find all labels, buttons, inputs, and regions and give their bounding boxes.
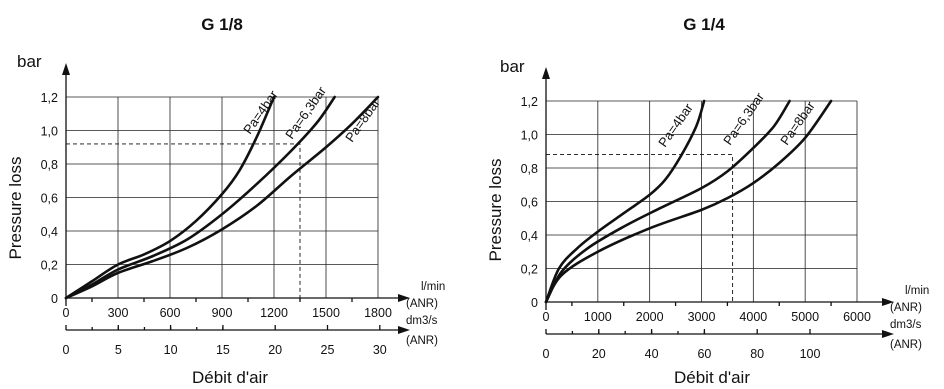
x2-tick-label: 10 — [164, 343, 178, 357]
chart-g18: G 1/800,20,40,60,81,01,20 300 600 900 1200 15… — [6, 15, 445, 387]
series-curve-0 — [64, 95, 276, 300]
y-tick-label: 0,4 — [521, 229, 538, 243]
x-axis-label: Débit d'air — [674, 368, 750, 387]
x-unit-sub-label: (ANR) — [406, 298, 438, 310]
x-tick-label: 3000 — [688, 310, 716, 324]
y-unit-label: bar — [500, 57, 525, 76]
x-tick-label: 900 — [212, 306, 233, 320]
x-axis-arrow — [398, 294, 410, 302]
reference-guide — [546, 154, 734, 302]
y-tick-label: 1,0 — [41, 125, 58, 139]
chart-g14: G 1/400,20,40,60,81,01,20 1000 2000 3000 400… — [486, 15, 929, 387]
y-axis-label: Pressure loss — [6, 157, 25, 260]
y-axis-arrow — [62, 63, 70, 75]
series-label: Pa=8bar — [342, 95, 383, 145]
y-tick-label: 1,2 — [41, 91, 58, 105]
x-axis-label: Débit d'air — [192, 368, 268, 387]
x2-tick-label: 0 — [543, 347, 550, 361]
x2-tick-label: 30 — [373, 343, 387, 357]
series-label: Pa=6,3bar — [720, 89, 767, 148]
x2-unit-sub-label: (ANR) — [890, 339, 922, 351]
series-curve-0 — [544, 99, 706, 304]
y-tick-label: 0 — [531, 296, 538, 310]
x2-tick-label: 40 — [645, 347, 659, 361]
y-tick-label: 1,2 — [521, 95, 538, 109]
x-unit-label: l/min — [905, 285, 929, 297]
x-unit-label: l/min — [421, 281, 445, 293]
series-label: Pa=4bar — [655, 100, 696, 150]
x2-tick-label: 100 — [800, 347, 821, 361]
x-tick-label: 4000 — [739, 310, 767, 324]
y-tick-label: 1,0 — [521, 129, 538, 143]
x-tick-label: 0 — [63, 306, 70, 320]
x-tick-label: 1500 — [312, 306, 340, 320]
series-curve-2 — [544, 99, 833, 304]
x2-unit-label: dm3/s — [406, 315, 438, 327]
y-tick-label: 0,4 — [41, 225, 58, 239]
reference-guide — [66, 143, 301, 298]
x-tick-label: 6000 — [843, 310, 871, 324]
chart-title: G 1/4 — [683, 15, 725, 34]
y-tick-label: 0,6 — [521, 196, 538, 210]
y-tick-label: 0,8 — [521, 162, 538, 176]
y-tick-label: 0,8 — [41, 158, 58, 172]
series-curve-1 — [544, 99, 791, 304]
x2-unit-sub-label: (ANR) — [406, 335, 438, 347]
y-axis-label: Pressure loss — [486, 159, 505, 262]
x-unit-sub-label: (ANR) — [890, 302, 922, 314]
x2-tick-label: 20 — [268, 343, 282, 357]
x-tick-label: 1000 — [584, 310, 612, 324]
y-tick-label: 0,6 — [41, 192, 58, 206]
series-label: Pa=6,3bar — [282, 83, 329, 142]
chart-title: G 1/8 — [201, 15, 243, 34]
x2-tick-label: 0 — [63, 343, 70, 357]
x-tick-label: 600 — [160, 306, 181, 320]
x2-tick-label: 60 — [697, 347, 711, 361]
y-tick-label: 0,2 — [41, 259, 58, 273]
x-tick-label: 2000 — [636, 310, 664, 324]
x-tick-label: 1800 — [364, 306, 392, 320]
x2-tick-label: 20 — [592, 347, 606, 361]
series-label: Pa=8bar — [777, 98, 818, 148]
x-tick-label: 300 — [108, 306, 129, 320]
x2-axis-arrow — [398, 326, 410, 334]
x2-tick-label: 80 — [750, 347, 764, 361]
y-tick-label: 0 — [51, 292, 58, 306]
y-axis-arrow — [542, 67, 550, 79]
x-tick-label: 0 — [543, 310, 550, 324]
x-axis-arrow — [882, 298, 894, 306]
x-tick-label: 5000 — [791, 310, 819, 324]
x2-tick-label: 5 — [115, 343, 122, 357]
x2-tick-label: 25 — [321, 343, 335, 357]
x2-tick-label: 15 — [216, 343, 230, 357]
x2-unit-label: dm3/s — [890, 319, 922, 331]
series-curve-1 — [64, 95, 336, 300]
series-curve-2 — [64, 95, 380, 300]
y-unit-label: bar — [17, 52, 42, 71]
x2-axis-arrow — [882, 330, 894, 338]
y-tick-label: 0,2 — [521, 263, 538, 277]
x-tick-label: 1200 — [260, 306, 288, 320]
